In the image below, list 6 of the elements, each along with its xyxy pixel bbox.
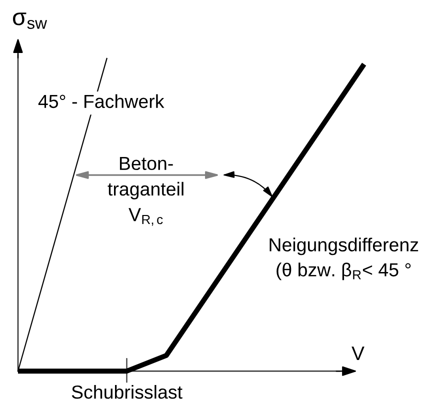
- series-label: Neigungsdifferenz (θ bzw. β$_{R}$< 45 °: [270, 238, 418, 280]
- x-axis-title: V: [352, 346, 364, 360]
- y-axis-title: σ$_{sw}$: [12, 12, 48, 29]
- annotation: Beton- traganteil V$_{R,c}$: [108, 156, 184, 226]
- series-label: 45° - Fachwerk: [38, 94, 164, 108]
- text: Schubrisslast: [72, 384, 182, 399]
